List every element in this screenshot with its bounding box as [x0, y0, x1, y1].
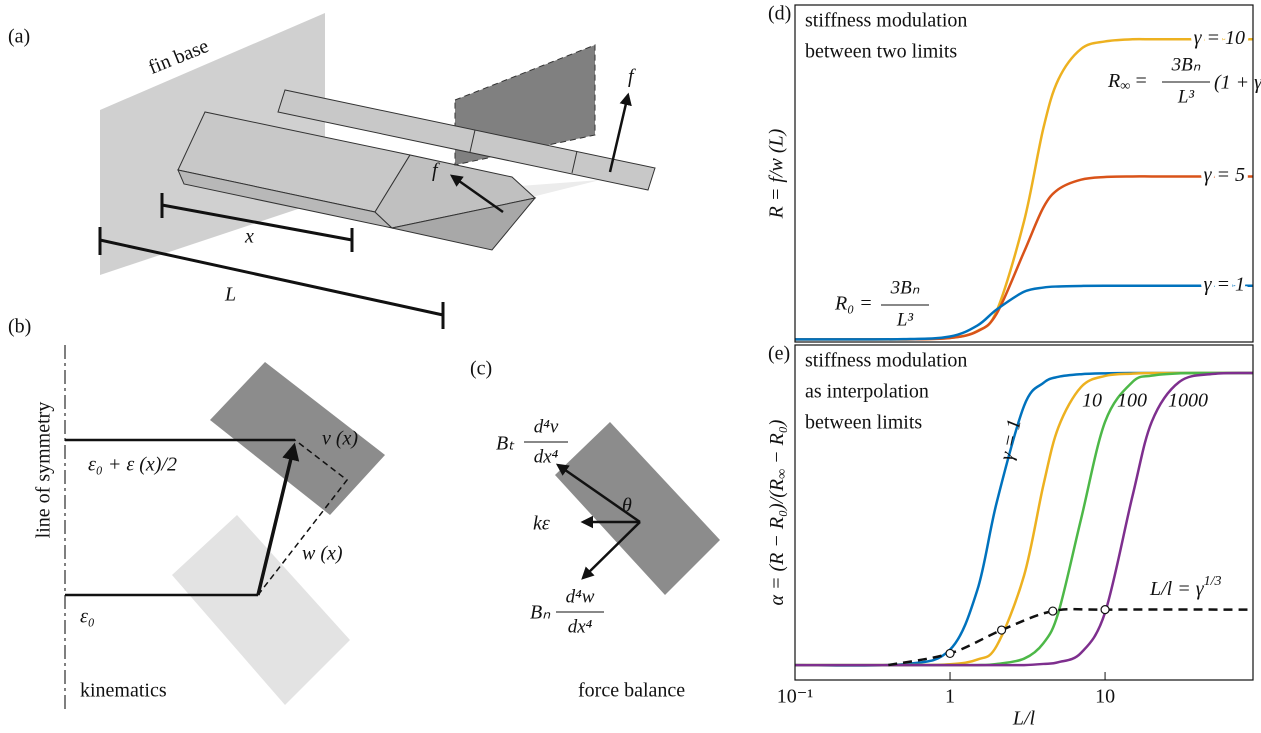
ray-box-tip [374, 154, 537, 229]
series-label: 100 [1117, 390, 1147, 412]
coefficient: Bₙ [530, 602, 551, 624]
strain-label: ε₀ [80, 606, 95, 628]
y-axis-label-part: α = (R − R₀)/(R [766, 479, 788, 606]
component-lines [257, 439, 349, 596]
series-label: γ = 5 [1204, 164, 1245, 186]
caption: kinematics [80, 680, 167, 702]
limit-factor: (1 + γ) [1214, 72, 1261, 94]
annotation: as interpolation [805, 381, 929, 403]
guide-point [1100, 605, 1110, 615]
angle-label: θ [622, 495, 632, 517]
dimension-L [99, 238, 444, 317]
guide-label-part: L/l = γ [1149, 578, 1205, 600]
force-arrow [581, 521, 641, 580]
panel-label: (d) [768, 3, 791, 25]
panel-label: (b) [8, 316, 31, 338]
chart: (e) stiffness modulation as interpolation b… [766, 343, 1254, 730]
ray-box-end [391, 197, 537, 251]
fraction-den: dx⁴ [568, 616, 593, 637]
annotation: stiffness modulation [805, 350, 967, 372]
symmetry-label: line of symmetry [33, 402, 55, 539]
panel-c: (c) θ Bₜ d⁴v dx⁴ kε Bₙ d⁴w dx⁴ force bal… [470, 358, 720, 702]
plot-frame [794, 344, 1254, 681]
guide-label-part: 1/3 [1204, 574, 1222, 589]
series-line [794, 175, 1253, 341]
fraction-num: 3Bₙ [890, 277, 920, 298]
segment-line [571, 150, 578, 174]
y-axis-label: R = f/w (L) [766, 128, 788, 219]
dimension-label: L [224, 284, 236, 306]
limit-part: = [1134, 70, 1148, 92]
x-tick-label: 10 [1095, 686, 1115, 708]
panel-label: (c) [470, 358, 492, 380]
fraction-num: 3Bₙ [1171, 54, 1201, 75]
force-label: f [628, 66, 636, 88]
fraction-den: L³ [896, 309, 914, 330]
coefficient: Bₜ [496, 433, 515, 455]
guide-point [945, 648, 955, 659]
y-axis-label: α = (R − R₀)/(R∞ − R₀) [766, 419, 791, 605]
series-line [794, 371, 1254, 667]
ray-rest [172, 515, 350, 705]
series-line [794, 284, 1253, 341]
dimension-x [161, 203, 353, 242]
limit-lhs: R₀ = [834, 293, 873, 315]
y-axis-label-part: − R₀) [766, 419, 788, 469]
upper-ray [277, 89, 656, 191]
ray-deformed [210, 362, 385, 515]
chart: (d) stiffness modulation between two limit… [766, 3, 1261, 343]
guide-label: L/l = γ1/3 [1149, 574, 1222, 599]
segment-line [469, 129, 476, 153]
limit-part: ∞ [1120, 79, 1130, 94]
component-label: w (x) [302, 543, 343, 565]
spring-label: kε [533, 513, 550, 535]
fraction-num: d⁴w [566, 586, 595, 607]
guide-point [996, 625, 1007, 635]
annotation: between limits [805, 412, 922, 434]
caption: force balance [578, 680, 685, 702]
x-tick-label: 10⁻¹ [777, 686, 814, 708]
fraction-num: d⁴v [534, 416, 559, 437]
limit-part: R [1107, 70, 1120, 92]
series-label: 10 [1082, 390, 1102, 412]
guide-point [1048, 606, 1058, 616]
series-label: 1000 [1168, 390, 1208, 412]
annotation: stiffness modulation [805, 10, 967, 32]
panel-b: (b) line of symmetry ε₀ + ε (x)/2 v (x) … [8, 316, 385, 712]
plot-frame [794, 4, 1254, 343]
series-label: γ = 1 [1204, 273, 1245, 295]
y-axis-label-part: ∞ [775, 469, 790, 479]
displacement-arrow [256, 442, 300, 596]
fraction-den: L³ [1177, 86, 1195, 107]
panel-a: (a) fin base f f x L [8, 13, 656, 329]
force-arrow [608, 92, 632, 173]
x-axis-label: L/l [1012, 708, 1036, 730]
force-label: f [432, 160, 440, 182]
ray-element [555, 422, 720, 595]
component-label: v (x) [322, 428, 358, 450]
panel-label: (e) [768, 343, 790, 365]
fraction-den: dx⁴ [534, 446, 559, 467]
limit-lhs: R∞ = [1107, 70, 1148, 95]
annotation: between two limits [805, 41, 957, 63]
series-label: γ = 1 [996, 417, 1026, 462]
dimension-label: x [244, 226, 254, 248]
series-label: γ = 10 [1194, 27, 1245, 49]
x-tick-label: 1 [945, 686, 955, 708]
panel-label: (a) [8, 26, 30, 48]
force-arrow [555, 463, 641, 524]
force-arrow [449, 174, 504, 214]
strain-label: ε₀ + ε (x)/2 [88, 454, 177, 476]
